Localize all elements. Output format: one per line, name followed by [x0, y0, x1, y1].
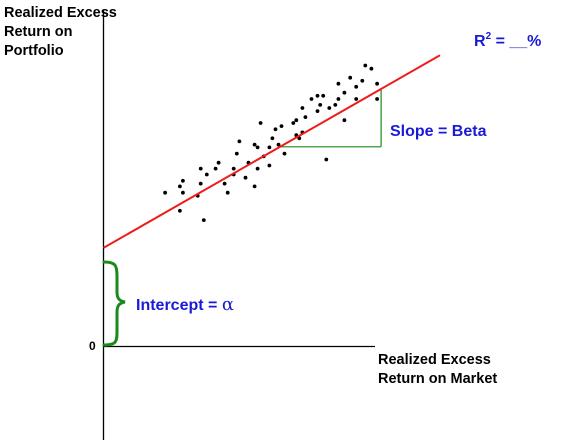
- data-point: [333, 103, 338, 107]
- data-point: [360, 78, 365, 83]
- data-point: [294, 118, 299, 123]
- data-point: [318, 103, 323, 107]
- data-point: [204, 172, 209, 177]
- data-point: [336, 97, 341, 101]
- data-point: [336, 81, 341, 86]
- data-point: [303, 115, 308, 119]
- data-point: [237, 139, 242, 144]
- y-axis-label: Realized Excess Return on Portfolio: [4, 5, 121, 59]
- intercept-label-text: Intercept =: [136, 297, 222, 314]
- x-axis-label: Realized Excess Return on Market: [378, 352, 497, 387]
- data-point: [267, 163, 272, 168]
- intercept-brace: [102, 260, 126, 347]
- r-squared-suffix: = __%: [491, 33, 541, 50]
- data-point: [348, 75, 353, 80]
- data-point: [243, 175, 248, 180]
- data-point: [276, 142, 281, 147]
- data-point: [342, 90, 347, 95]
- data-point: [282, 151, 287, 156]
- data-point: [375, 81, 379, 86]
- x-axis-label-line: Realized Excess: [378, 352, 491, 368]
- data-point: [279, 124, 284, 128]
- data-point: [234, 151, 239, 156]
- regression-line: [103, 54, 441, 249]
- data-point: [222, 181, 227, 186]
- r-squared-prefix: R: [474, 33, 486, 50]
- data-point: [315, 93, 320, 98]
- data-point: [315, 109, 320, 113]
- data-point: [225, 190, 230, 195]
- r-squared-label: R2 = __%: [474, 31, 541, 50]
- y-axis-label-line: Realized Excess: [4, 5, 117, 21]
- data-point: [300, 106, 305, 110]
- data-point: [369, 66, 374, 71]
- data-point: [354, 84, 359, 89]
- data-point: [309, 97, 314, 101]
- data-point: [252, 142, 257, 147]
- data-point: [213, 166, 218, 171]
- data-point: [252, 184, 257, 189]
- data-point: [324, 157, 329, 162]
- alpha-symbol: α: [222, 294, 234, 315]
- data-point: [163, 190, 168, 195]
- data-point: [270, 136, 275, 141]
- data-point: [198, 181, 203, 186]
- data-point: [255, 145, 260, 150]
- data-point: [273, 127, 278, 132]
- data-point: [363, 63, 368, 68]
- data-point: [354, 97, 359, 101]
- data-point: [342, 118, 347, 123]
- data-point: [181, 190, 185, 195]
- data-point: [231, 166, 236, 171]
- y-axis-label-line: Portfolio: [4, 43, 64, 59]
- data-point: [291, 121, 296, 125]
- data-point: [198, 166, 203, 171]
- origin-tick-label: 0: [89, 339, 96, 353]
- data-point: [216, 160, 221, 165]
- slope-label: Slope = Beta: [390, 123, 487, 140]
- x-axis-label-line: Return on Market: [378, 371, 497, 387]
- data-point: [321, 93, 326, 98]
- data-point: [258, 121, 263, 125]
- intercept-label: Intercept = α: [136, 294, 234, 315]
- data-point: [201, 218, 206, 223]
- data-point: [267, 145, 272, 150]
- y-axis-label-line: Return on: [4, 24, 72, 40]
- data-point: [327, 106, 332, 110]
- scatter-points: [163, 63, 379, 223]
- data-point: [181, 178, 185, 183]
- data-point: [255, 166, 260, 171]
- data-point: [178, 184, 182, 189]
- r-squared-superscript: 2: [486, 31, 492, 42]
- data-point: [178, 208, 182, 213]
- slope-triangle: [280, 89, 382, 148]
- data-point: [375, 97, 379, 101]
